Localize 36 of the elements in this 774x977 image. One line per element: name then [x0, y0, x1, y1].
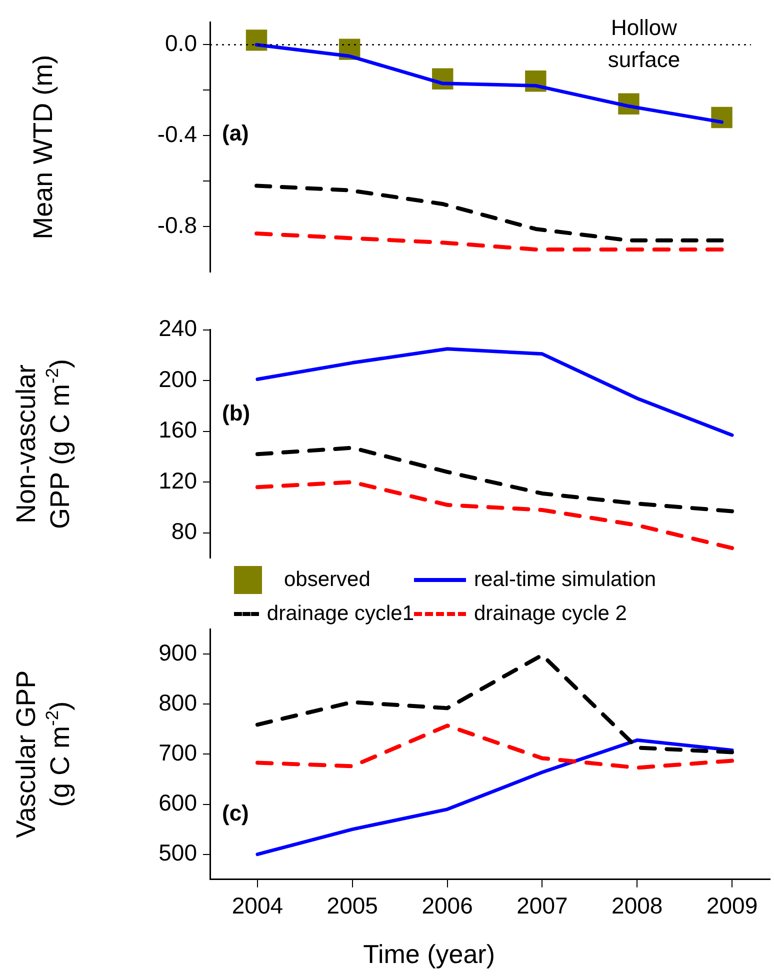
x-tick-label: 2007 — [516, 892, 568, 919]
point — [711, 106, 732, 128]
line-series — [255, 653, 734, 754]
y-tick-label: 600 — [158, 790, 197, 816]
y-tick-label: -0.4 — [157, 121, 198, 148]
line-series — [254, 232, 724, 252]
y-tick-label: -0.8 — [157, 212, 197, 238]
annotation: (b) — [222, 400, 250, 426]
x-tick-label: 2008 — [612, 892, 663, 919]
line-series — [255, 446, 734, 514]
line-series — [254, 184, 724, 242]
legend-label: drainage cycle1 — [266, 602, 414, 626]
x-axis-title: Time (year) — [363, 939, 496, 969]
y-tick-label: 0.0 — [165, 30, 197, 56]
y-tick-label: 240 — [158, 315, 197, 342]
y-tick-label: 200 — [158, 366, 197, 392]
line-series — [255, 724, 734, 770]
y-tick-label: 900 — [158, 639, 197, 666]
y-tick-label: 160 — [158, 416, 197, 443]
y-tick-label: 700 — [158, 740, 197, 766]
legend-label: drainage cycle 2 — [474, 602, 627, 626]
y-tick-label: 500 — [158, 840, 197, 866]
annotation: (c) — [222, 800, 249, 826]
x-tick-label: 2009 — [706, 892, 758, 919]
y-tick-label: 120 — [158, 467, 197, 494]
y-tick-label: 800 — [158, 689, 197, 716]
legend-label: real-time simulation — [474, 568, 656, 592]
legend-label: observed — [284, 568, 370, 592]
annotation: (a) — [222, 120, 249, 146]
x-tick-label: 2004 — [232, 892, 284, 919]
y-tick-label: 80 — [171, 518, 197, 544]
x-tick-label: 2006 — [422, 892, 473, 919]
x-tick-label: 2005 — [326, 892, 378, 919]
ref-line-label: Hollow surface — [608, 14, 680, 72]
y-axis-title: Mean WTD (m) — [28, 54, 58, 240]
line-series — [255, 480, 734, 550]
